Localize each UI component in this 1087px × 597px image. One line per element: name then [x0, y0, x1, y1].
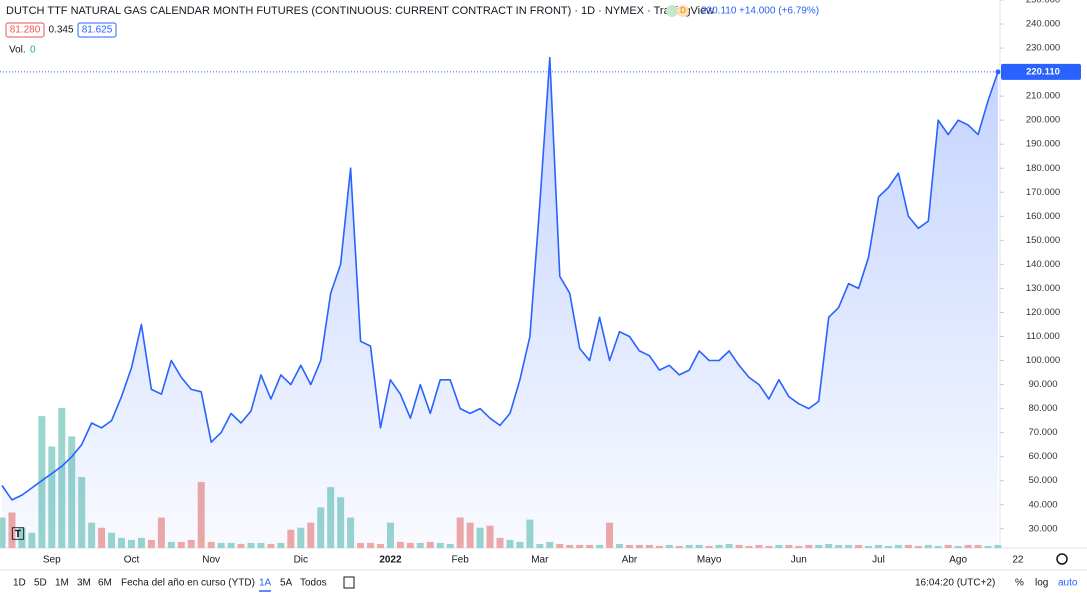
y-tick-label: 200.000	[1026, 115, 1060, 126]
y-tick-label: 50.000	[1028, 475, 1057, 486]
range-button[interactable]: 1M	[55, 578, 69, 589]
clock: 16:04:20 (UTC+2)	[915, 578, 995, 589]
auto-toggle[interactable]: auto	[1058, 578, 1078, 589]
x-tick-label: Feb	[452, 555, 470, 566]
ohlc-box	[77, 22, 117, 38]
y-tick-label: 60.000	[1028, 451, 1057, 462]
last-price: 220.110	[701, 6, 737, 17]
y-tick-label: 160.000	[1026, 211, 1060, 222]
x-tick-label: Oct	[124, 555, 140, 566]
x-tick-label: Mar	[531, 555, 549, 566]
volume-label: Vol.	[9, 45, 26, 56]
logo: 🅃	[11, 526, 24, 541]
change: +14.000 (+6.79%)	[739, 6, 819, 17]
x-tick-label: Jun	[791, 555, 807, 566]
log-toggle[interactable]: log	[1035, 578, 1048, 589]
x-tick-label: Sep	[43, 555, 61, 566]
range-button[interactable]: 5A	[280, 578, 293, 589]
y-tick-label: 170.000	[1026, 187, 1060, 198]
x-tick-label: 2022	[379, 555, 402, 566]
x-tick-label: Jul	[872, 555, 885, 566]
last-point	[995, 69, 1001, 75]
price-line	[1, 56, 999, 501]
y-tick-label: 190.000	[1026, 139, 1060, 150]
y-tick-label: 230.000	[1026, 43, 1060, 54]
range-button[interactable]: Fecha del año en curso (YTD)	[121, 578, 255, 589]
y-tick-label: 250.000	[1026, 0, 1060, 6]
y-tick-label: 90.000	[1028, 379, 1057, 390]
y-tick-label: 180.000	[1026, 163, 1060, 174]
badge-bg	[677, 5, 689, 17]
price-marker-label: 220.110	[1026, 66, 1060, 77]
y-tick-label: 150.000	[1026, 235, 1060, 246]
range-button[interactable]: Todos	[300, 578, 327, 589]
y-tick-label: 110.000	[1026, 331, 1060, 342]
price-layer	[0, 56, 1001, 548]
percent-toggle[interactable]: %	[1015, 578, 1024, 589]
price-marker-box	[1001, 63, 1081, 80]
range-button[interactable]: 3M	[77, 578, 91, 589]
calendar-icon[interactable]	[343, 576, 355, 589]
y-tick-label: 240.000	[1026, 19, 1060, 30]
y-tick-label: 70.000	[1028, 427, 1057, 438]
y-tick-label: 100.000	[1026, 355, 1060, 366]
ohlc-value: 81.280	[10, 25, 41, 36]
range-button[interactable]: 1D	[13, 578, 26, 589]
y-tick-label: 120.000	[1026, 307, 1060, 318]
x-tick-label: Abr	[622, 555, 638, 566]
range-button[interactable]: 1A	[259, 578, 272, 589]
y-tick-label: 40.000	[1028, 499, 1057, 510]
y-tick-label: 30.000	[1028, 523, 1057, 534]
ohlc-box	[5, 22, 45, 38]
status-dot	[666, 5, 678, 17]
x-tick-label: Ago	[949, 555, 967, 566]
range-button[interactable]: 5D	[34, 578, 47, 589]
badge: D	[680, 6, 686, 15]
x-tick-label: Mayo	[697, 555, 722, 566]
chart-title: DUTCH TTF NATURAL GAS CALENDAR MONTH FUT…	[6, 5, 714, 17]
x-tick-label: Nov	[202, 555, 220, 566]
x-tick-label: 22	[1012, 555, 1024, 566]
volume-value: 0	[30, 45, 36, 56]
settings-icon[interactable]	[1056, 553, 1068, 565]
ohlc-value: 81.625	[82, 25, 113, 36]
y-tick-label: 80.000	[1028, 403, 1057, 414]
y-tick-label: 140.000	[1026, 259, 1060, 270]
x-tick-label: Dic	[294, 555, 308, 566]
ohlc-value: 0.345	[48, 25, 73, 36]
y-tick-label: 210.000	[1026, 91, 1060, 102]
range-button[interactable]: 6M	[98, 578, 112, 589]
area	[2, 57, 998, 548]
y-tick-label: 130.000	[1026, 283, 1060, 294]
